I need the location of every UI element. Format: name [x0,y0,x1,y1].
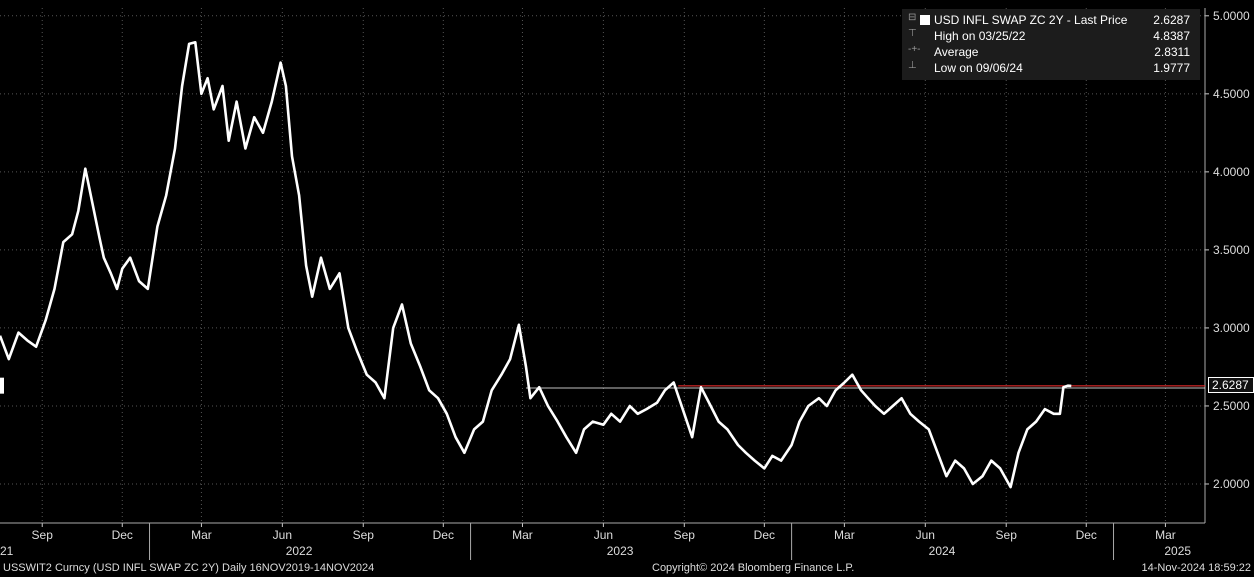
x-year-label: 2023 [607,544,634,558]
x-month-label: Jun [916,528,935,542]
x-month-label: Sep [32,528,54,542]
footer-timestamp: 14-Nov-2024 18:59:22 [1141,562,1251,574]
legend-row-last-price: ⊟ USD INFL SWAP ZC 2Y - Last Price 2.628… [902,12,1200,28]
footer-copyright: Copyright© 2024 Bloomberg Finance L.P. [652,562,855,574]
left-edge-marker [0,377,4,394]
legend-average-value: 2.8311 [1154,45,1190,59]
x-month-label: Sep [674,528,696,542]
legend-high-value: 4.8387 [1153,29,1190,43]
x-month-label: Jun [594,528,613,542]
legend-average-label: Average [934,45,979,59]
average-marker-icon: -+- [908,44,921,55]
x-month-label: Sep [996,528,1018,542]
x-month-label: Sep [353,528,375,542]
x-year-label: 2024 [929,544,956,558]
x-year-label: 2022 [286,544,313,558]
y-tick-label: 2.0000 [1213,477,1250,491]
legend-row-high: ⊤ High on 03/25/22 4.8387 [902,28,1200,44]
x-year-label: 2021 [0,544,14,558]
x-month-label: Mar [512,528,533,542]
footer-bar: USSWIT2 Curncy (USD INFL SWAP ZC 2Y) Dai… [0,560,1254,577]
last-price-tag: 2.6287 [1208,377,1254,393]
x-month-label: Mar [191,528,212,542]
y-tick-label: 5.0000 [1213,9,1250,23]
legend-low-value: 1.9777 [1153,61,1190,75]
legend-last-value: 2.6287 [1153,13,1190,27]
legend-low-label: Low on 09/06/24 [934,61,1023,75]
x-month-label: Mar [1155,528,1176,542]
y-tick-label: 2.5000 [1213,399,1250,413]
legend-swatch [920,15,930,25]
x-month-label: Dec [1076,528,1097,542]
legend-collapse-icon[interactable]: ⊟ [908,12,917,23]
high-marker-icon: ⊤ [908,28,917,39]
legend-row-average: -+- Average 2.8311 [902,44,1200,60]
y-tick-label: 3.0000 [1213,321,1250,335]
y-tick-label: 4.5000 [1213,87,1250,101]
price-chart: 2.0000 2.5000 3.0000 3.5000 4.0000 4.5000 5.00… [0,8,1250,560]
y-tick-label: 3.5000 [1213,243,1250,257]
chart-legend: ⊟ USD INFL SWAP ZC 2Y - Last Price 2.628… [902,9,1200,80]
x-month-label: Jun [273,528,292,542]
x-month-label: Dec [112,528,133,542]
x-month-label: Mar [834,528,855,542]
legend-row-low: ⊥ Low on 09/06/24 1.9777 [902,60,1200,76]
y-tick-label: 4.0000 [1213,165,1250,179]
series-line [0,40,1072,489]
x-year-label: 2025 [1164,544,1191,558]
legend-high-label: High on 03/25/22 [934,29,1026,43]
x-month-label: Dec [433,528,454,542]
footer-security-info: USSWIT2 Curncy (USD INFL SWAP ZC 2Y) Dai… [3,562,375,574]
legend-series-name: USD INFL SWAP ZC 2Y - Last Price [934,13,1128,27]
x-month-label: Dec [754,528,775,542]
low-marker-icon: ⊥ [908,60,917,71]
